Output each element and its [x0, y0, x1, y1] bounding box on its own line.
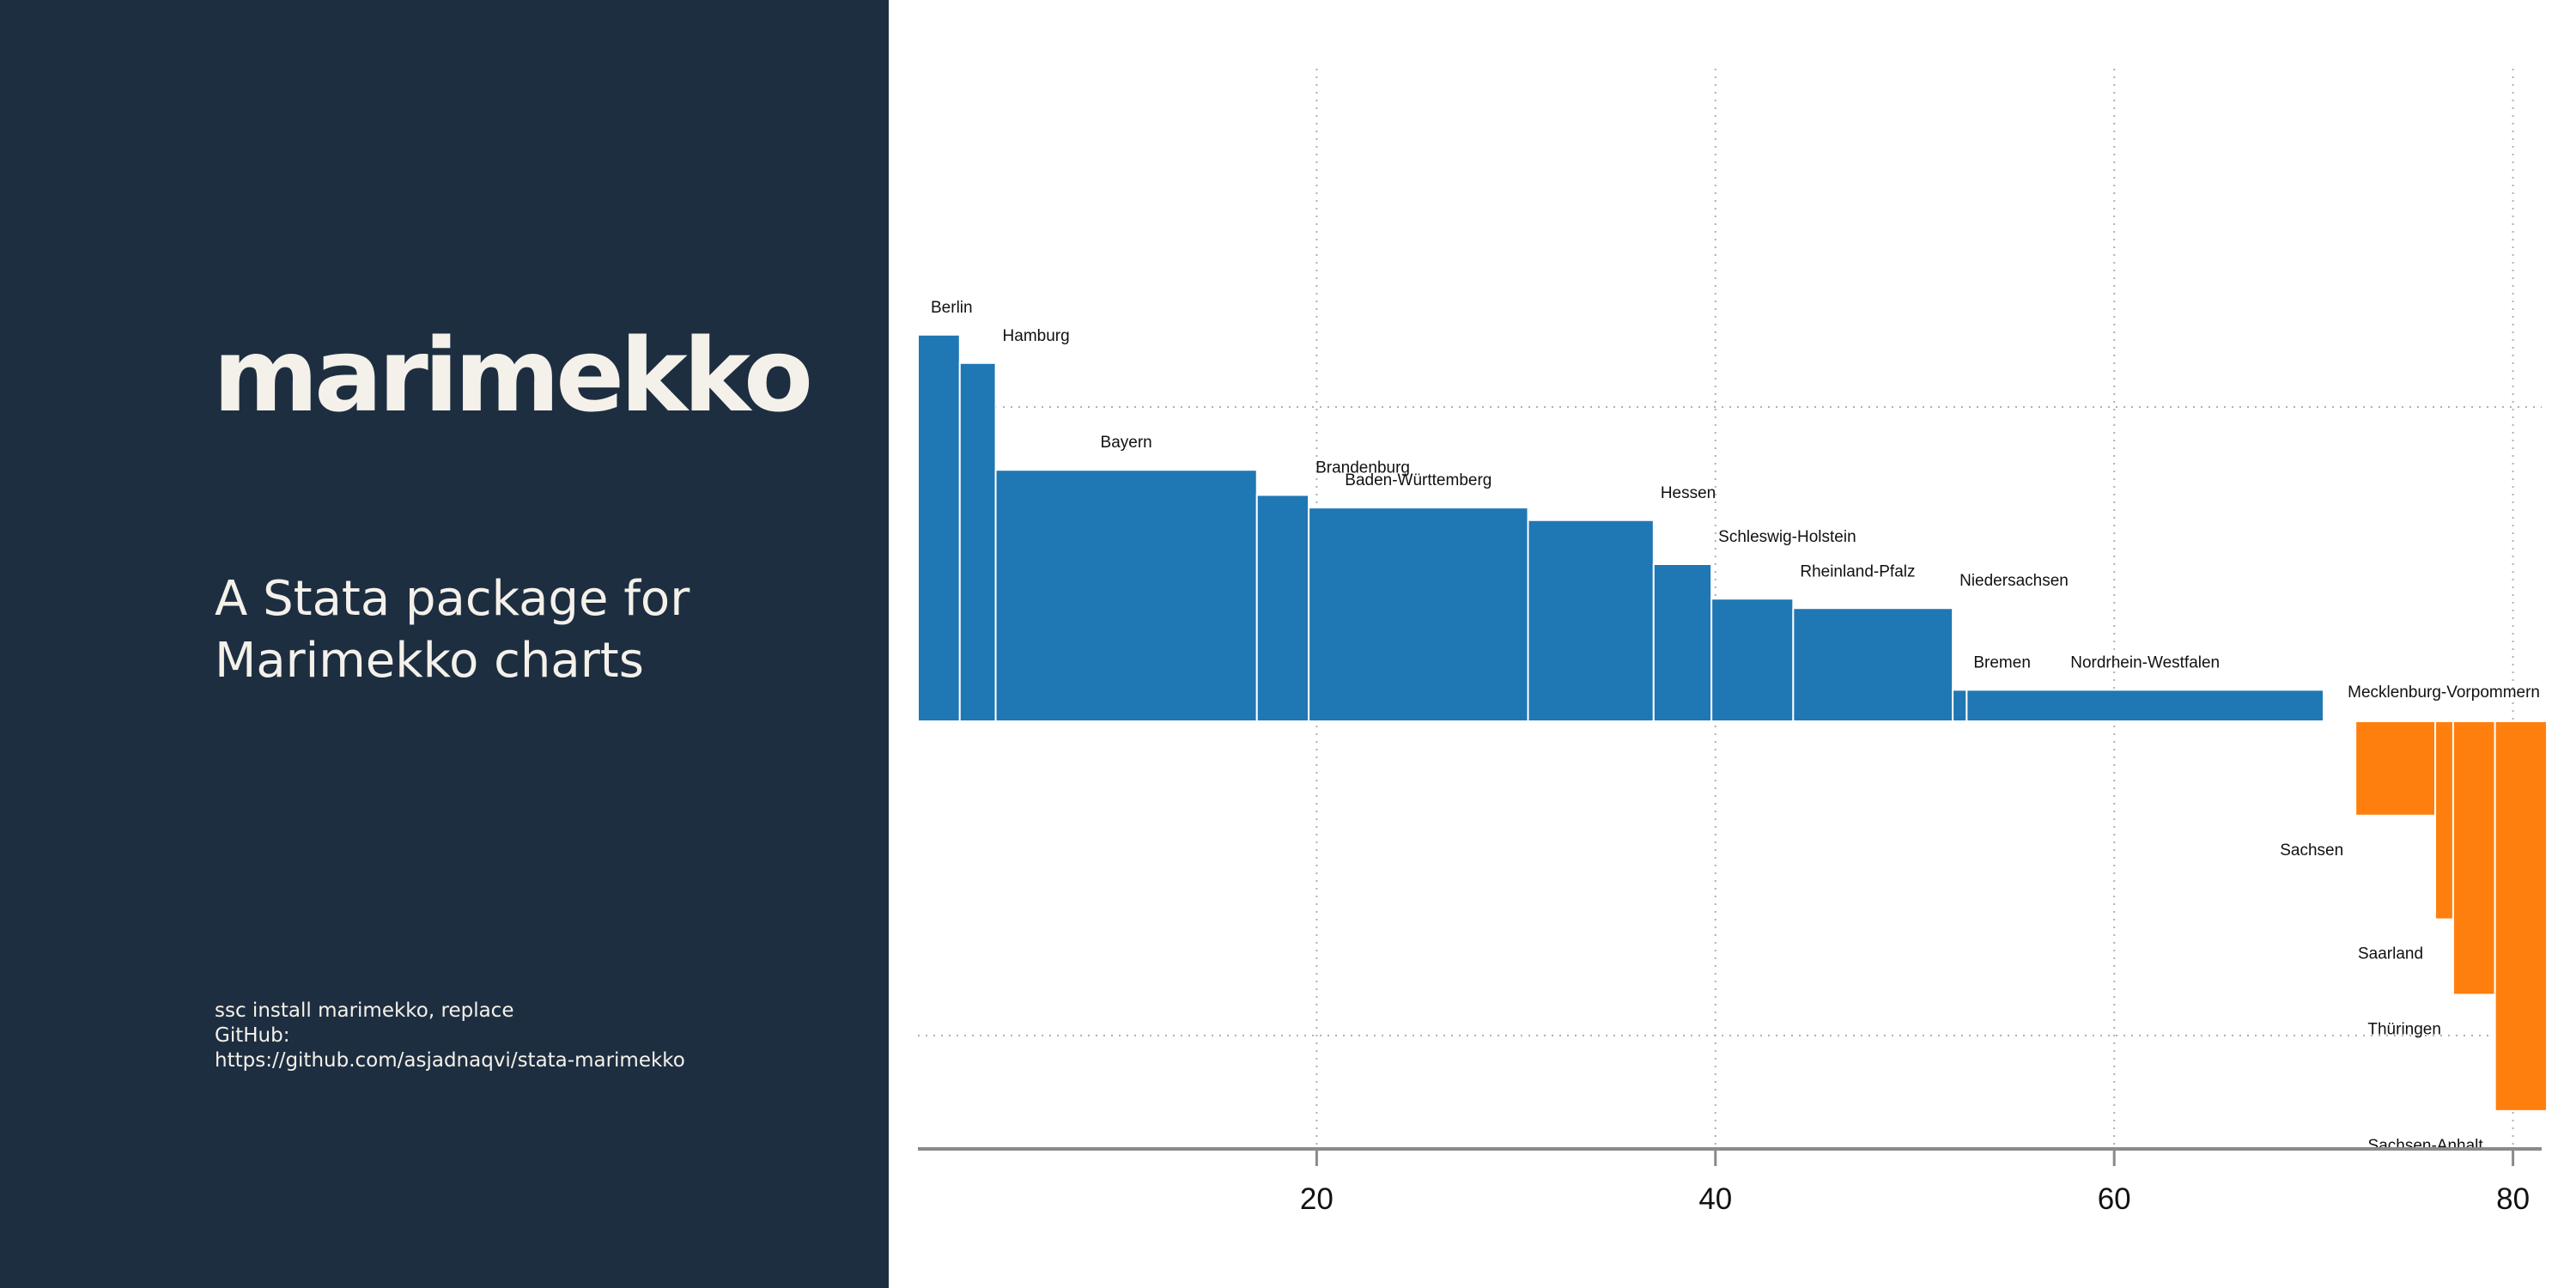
x-tick-label: 80	[2496, 1182, 2530, 1216]
x-tick-label: 60	[2098, 1182, 2131, 1216]
category-label: Saarland	[2358, 945, 2423, 963]
bar-hamburg	[958, 361, 997, 722]
bar-nordrhein-westfalen	[1965, 689, 2325, 723]
sidebar-panel: marimekko A Stata package for Marimekko …	[0, 0, 889, 1288]
bar-bremen	[1952, 689, 1968, 723]
github-label: GitHub:	[215, 1024, 290, 1047]
x-tick-label: 40	[1698, 1182, 1732, 1216]
bar-brandenburg	[1255, 494, 1310, 722]
chart-svg: Berlin Hamburg Bayern BrandenburgBaden-Würt…	[917, 69, 2549, 1216]
package-title: marimekko	[213, 316, 813, 434]
install-info: ssc install marimekko, replace GitHub: h…	[215, 999, 685, 1073]
category-label: Hessen	[1661, 484, 1716, 502]
bar-schleswig-holstein	[1652, 563, 1713, 722]
bar-bayern	[994, 469, 1258, 722]
category-label: Berlin	[931, 299, 973, 317]
category-label: Hamburg	[1003, 327, 1070, 345]
subtitle-line-2: Marimekko charts	[215, 633, 644, 689]
github-link[interactable]: https://github.com/asjadnaqvi/stata-mari…	[215, 1049, 685, 1072]
install-command: ssc install marimekko, replace	[215, 999, 514, 1022]
category-label: Brandenburg	[1315, 459, 1410, 477]
category-label: Mecklenburg-Vorpommern	[2348, 683, 2540, 702]
category-label: Niedersachsen	[1959, 572, 2069, 590]
bar-saarland	[2434, 720, 2454, 920]
category-label: Sachsen-Anhalt	[2368, 1137, 2484, 1155]
bar-baden-w-rttemberg	[1308, 507, 1529, 722]
bar-hessen	[1527, 519, 1655, 723]
bar-sachsen-anhalt	[2494, 720, 2549, 1112]
bar-sachsen	[2354, 720, 2437, 817]
category-label: Schleswig-Holstein	[1718, 528, 1856, 546]
category-label: Bayern	[1101, 434, 1152, 452]
bar-niedersachsen	[1792, 607, 1954, 722]
category-label: Baden-Württemberg	[1345, 471, 1492, 489]
marimekko-chart: Berlin Hamburg Bayern Brandenburg Baden-Würt…	[889, 0, 2576, 1288]
category-label: Nordrhein-Westfalen	[2070, 653, 2220, 671]
bar-berlin	[917, 333, 961, 722]
category-label: Thüringen	[2367, 1020, 2441, 1038]
category-label: Sachsen	[2280, 841, 2343, 860]
x-tick-label: 20	[1300, 1182, 1334, 1216]
bar-rheinland-pfalz	[1710, 598, 1795, 723]
package-subtitle: A Stata package for Marimekko charts	[215, 568, 690, 692]
category-label: Rheinland-Pfalz	[1800, 562, 1915, 580]
category-label: Bremen	[1973, 653, 2031, 671]
subtitle-line-1: A Stata package for	[215, 571, 690, 627]
bar-th-ringen	[2451, 720, 2496, 996]
